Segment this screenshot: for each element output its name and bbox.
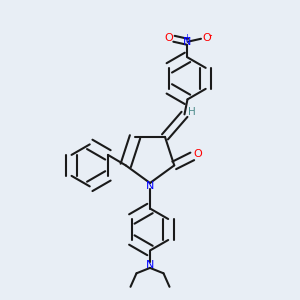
Text: N: N	[183, 37, 192, 47]
Text: -: -	[209, 30, 212, 40]
Text: N: N	[146, 181, 154, 191]
Text: +: +	[184, 33, 190, 42]
Text: O: O	[164, 33, 173, 43]
Text: O: O	[193, 149, 202, 159]
Text: N: N	[146, 260, 154, 271]
Text: O: O	[202, 33, 211, 43]
Text: H: H	[188, 107, 196, 117]
